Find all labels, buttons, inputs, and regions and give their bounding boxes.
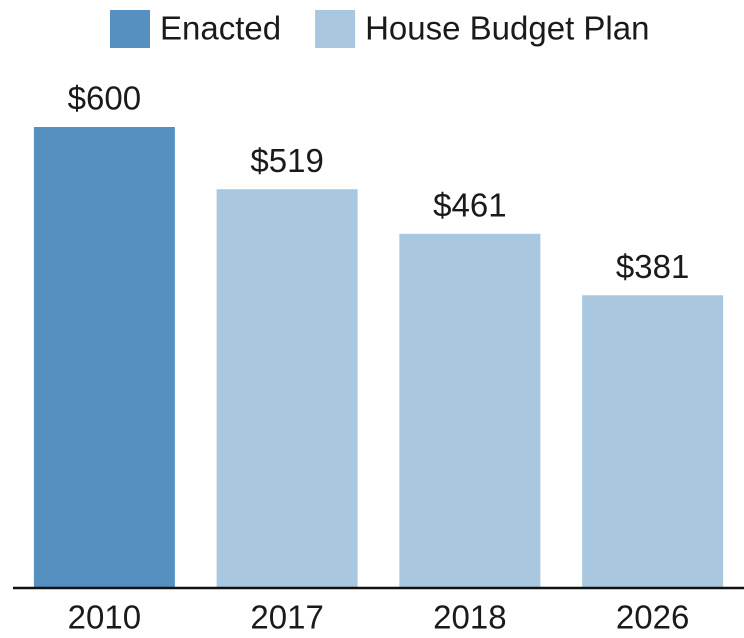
value-label: $381 — [616, 248, 689, 285]
value-label: $600 — [68, 80, 141, 117]
legend-label: House Budget Plan — [365, 10, 649, 47]
legend-swatch — [315, 10, 356, 48]
x-tick-label: 2010 — [68, 599, 141, 636]
value-label: $519 — [250, 142, 323, 179]
x-tick-label: 2018 — [433, 599, 506, 636]
bar — [33, 127, 175, 588]
bar — [216, 189, 358, 589]
legend-swatch — [110, 10, 150, 48]
x-tick-label: 2017 — [250, 599, 323, 636]
value-label: $461 — [433, 187, 506, 224]
bar — [582, 295, 724, 588]
x-tick-label: 2026 — [616, 599, 689, 636]
bar — [399, 233, 541, 588]
legend-label: Enacted — [160, 10, 281, 47]
